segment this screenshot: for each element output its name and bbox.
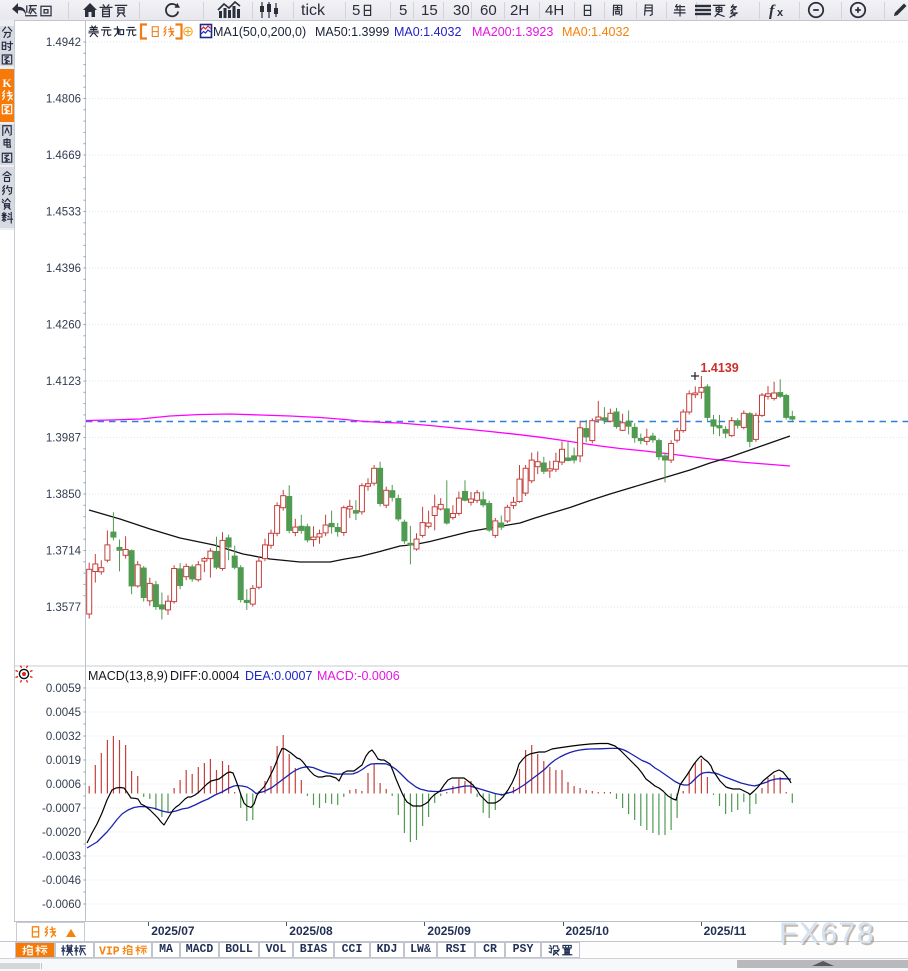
svg-text:-0.0033: -0.0033 [42, 851, 81, 863]
svg-text:DIFF:0.0004: DIFF:0.0004 [170, 669, 240, 683]
svg-text:MACD(13,8,9): MACD(13,8,9) [88, 669, 168, 683]
svg-text:-0.0060: -0.0060 [42, 899, 81, 911]
svg-text:1.3850: 1.3850 [46, 489, 81, 501]
svg-text:-0.0046: -0.0046 [42, 875, 81, 887]
svg-text:1.3577: 1.3577 [46, 602, 81, 614]
svg-text:1.3987: 1.3987 [46, 433, 81, 445]
svg-text:1.4669: 1.4669 [46, 150, 81, 162]
svg-text:VIP: VIP [99, 946, 120, 959]
svg-text:MA0:1.4032: MA0:1.4032 [394, 25, 461, 39]
svg-text:1.4123: 1.4123 [46, 376, 81, 388]
svg-text:1.4139: 1.4139 [701, 361, 739, 375]
svg-text:0.0059: 0.0059 [46, 683, 81, 695]
svg-text:-0.0020: -0.0020 [42, 827, 81, 839]
svg-text:1.4942: 1.4942 [46, 37, 81, 49]
svg-text:DEA:0.0007: DEA:0.0007 [245, 669, 312, 683]
svg-text:-0.0007: -0.0007 [42, 803, 81, 815]
svg-text:f: f [769, 3, 776, 20]
svg-text:1.4806: 1.4806 [46, 94, 81, 106]
svg-text:K: K [2, 76, 12, 90]
svg-text:MA200:1.3923: MA200:1.3923 [472, 25, 553, 39]
svg-text:1.3714: 1.3714 [46, 546, 82, 558]
svg-text:MA0:1.4032: MA0:1.4032 [562, 25, 629, 39]
svg-text:MA50:1.3999: MA50:1.3999 [315, 25, 389, 39]
svg-text:1.4260: 1.4260 [46, 320, 81, 332]
svg-text:1.4396: 1.4396 [46, 263, 81, 275]
svg-text:0.0045: 0.0045 [46, 707, 81, 719]
svg-text:1.4533: 1.4533 [46, 207, 81, 219]
svg-text:0.0019: 0.0019 [46, 755, 81, 767]
svg-text:0.0006: 0.0006 [46, 779, 81, 791]
svg-text:0.0032: 0.0032 [46, 731, 81, 743]
svg-text:x: x [777, 7, 784, 19]
svg-text:MACD:-0.0006: MACD:-0.0006 [317, 669, 400, 683]
svg-text:MA1(50,0,200,0): MA1(50,0,200,0) [213, 25, 306, 39]
